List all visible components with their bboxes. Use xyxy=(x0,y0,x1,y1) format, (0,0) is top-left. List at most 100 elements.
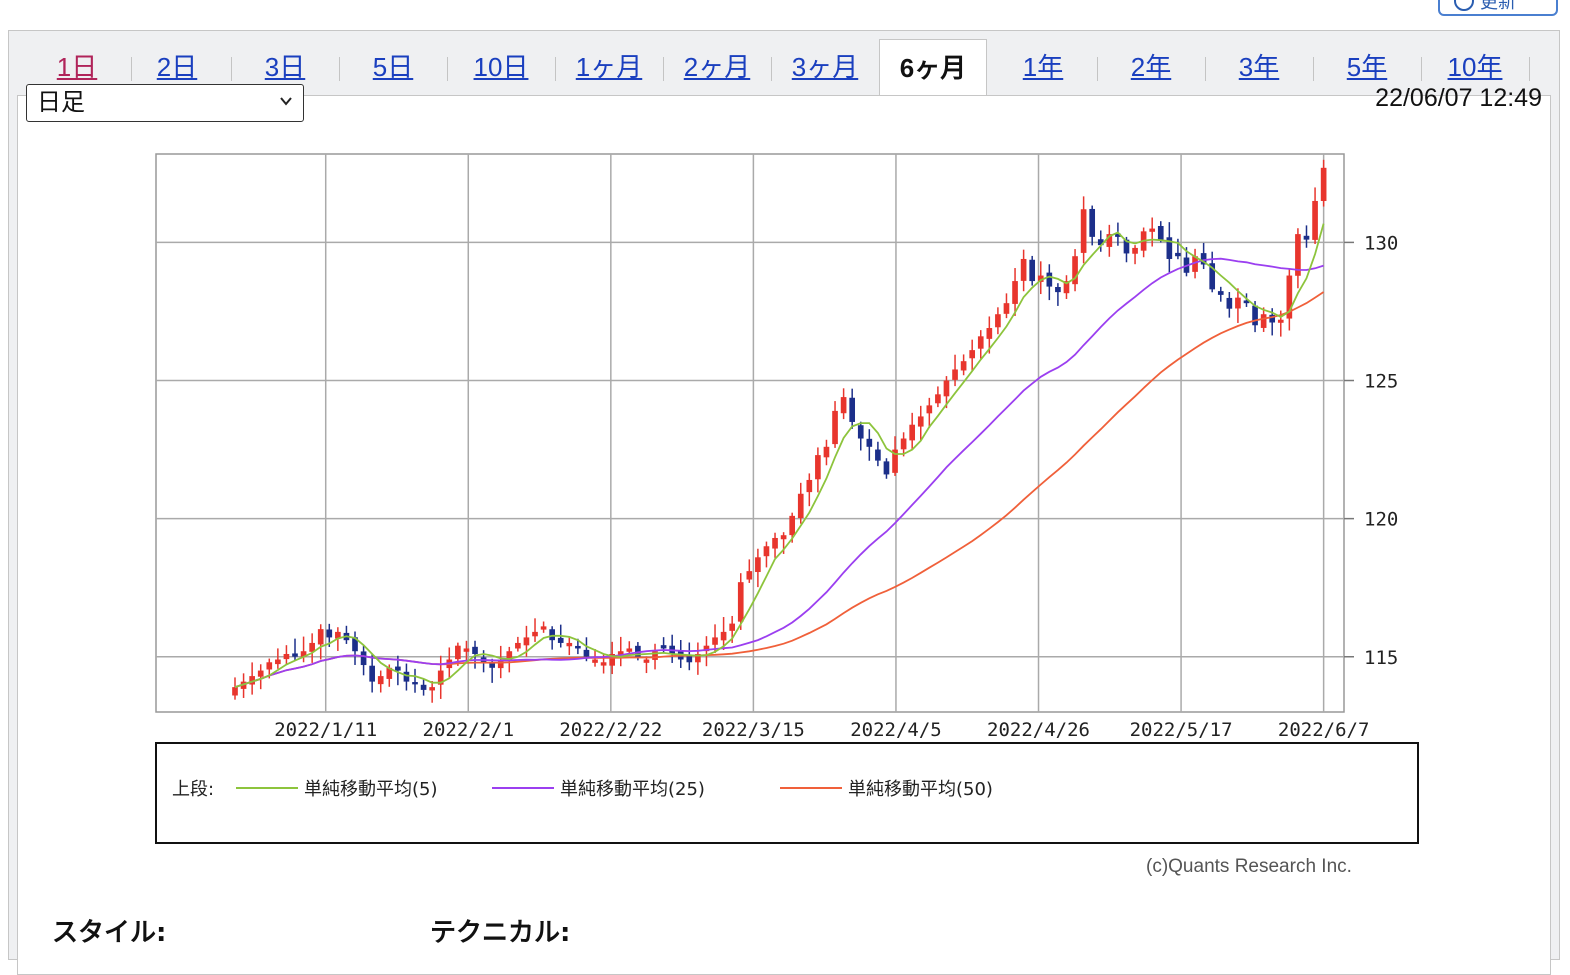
legend-item: 単純移動平均(25) xyxy=(560,779,705,800)
candle-body xyxy=(1149,228,1156,232)
candle-body xyxy=(1260,314,1267,328)
x-tick-label: 2022/4/5 xyxy=(850,719,942,741)
period-tabs: 1日 2日 3日 5日 10日 1ヶ月 2ヶ月 3ヶ月 6ヶ月 1年 2年 3年 5年 10年 xyxy=(9,39,1559,97)
x-tick-label: 2022/3/15 xyxy=(702,719,805,741)
y-tick-label: 130 xyxy=(1364,232,1398,254)
candle-body xyxy=(1217,291,1224,295)
candle xyxy=(995,307,1001,335)
candle-body xyxy=(952,369,958,380)
tab-2年[interactable]: 2年 xyxy=(1130,52,1172,82)
candle-body xyxy=(377,676,384,685)
candle xyxy=(515,636,521,652)
candle xyxy=(1243,293,1250,307)
candle-body xyxy=(917,416,924,427)
candle xyxy=(1055,283,1061,306)
candle-body xyxy=(232,687,238,696)
candle-body xyxy=(969,350,976,359)
tab-3年[interactable]: 3年 xyxy=(1238,52,1280,82)
candle-body xyxy=(463,648,470,652)
candle xyxy=(403,663,410,691)
candle-body xyxy=(420,684,427,690)
candle-body xyxy=(892,449,898,473)
candle-body xyxy=(566,642,573,647)
candle xyxy=(1149,217,1156,247)
candle-body xyxy=(789,515,796,536)
candle-body xyxy=(1243,300,1250,304)
candle-body xyxy=(720,631,727,641)
candle-body xyxy=(806,479,813,493)
tab-separator xyxy=(663,57,664,81)
candle-body xyxy=(737,582,744,622)
refresh-button[interactable]: 更新 xyxy=(1438,0,1558,16)
tab-1ヶ月[interactable]: 1ヶ月 xyxy=(575,52,643,82)
candle-body xyxy=(815,455,821,480)
copyright: (c)Quants Research Inc. xyxy=(1146,856,1352,877)
candle xyxy=(1132,245,1138,265)
technical-label: テクニカル: xyxy=(430,918,571,948)
candle xyxy=(437,655,444,699)
tab-1日[interactable]: 1日 xyxy=(56,52,98,82)
candle xyxy=(952,354,958,387)
candle-body xyxy=(600,662,607,666)
candle-body xyxy=(909,424,916,441)
candle-body xyxy=(1175,252,1181,257)
candle-body xyxy=(660,645,667,649)
candle-body xyxy=(712,637,718,645)
candle xyxy=(960,354,967,376)
candle-body xyxy=(1106,234,1113,247)
tab-6ヶ月[interactable]: 6ヶ月 xyxy=(879,39,987,97)
candle-body xyxy=(1072,256,1078,285)
candle xyxy=(420,678,427,696)
candle xyxy=(849,388,856,429)
candle-body xyxy=(1123,239,1130,254)
candle xyxy=(1295,228,1301,289)
tab-2ヶ月[interactable]: 2ヶ月 xyxy=(683,52,751,82)
candle-body xyxy=(746,571,753,580)
tab-10年[interactable]: 10年 xyxy=(1447,52,1503,82)
candle-body xyxy=(703,645,710,652)
moving-averages xyxy=(234,223,1325,688)
candle xyxy=(1072,249,1078,292)
candle xyxy=(1029,255,1036,286)
candle xyxy=(977,330,984,359)
sma5-line xyxy=(234,223,1325,688)
candle-body xyxy=(823,446,830,458)
y-tick-label: 120 xyxy=(1364,509,1398,531)
candle xyxy=(549,626,555,650)
candle-body xyxy=(1046,272,1053,287)
candle xyxy=(1192,248,1198,279)
candle-body xyxy=(292,653,298,657)
candle xyxy=(643,656,650,674)
tab-3ヶ月[interactable]: 3ヶ月 xyxy=(791,52,859,82)
candle xyxy=(412,668,418,693)
x-tick-label: 2022/1/11 xyxy=(274,719,377,741)
candle xyxy=(746,559,753,583)
candle-body xyxy=(935,394,941,404)
candle-body xyxy=(352,637,358,652)
candle-body xyxy=(1020,258,1027,281)
candle xyxy=(763,541,770,568)
candle-body xyxy=(437,670,444,685)
tab-5日[interactable]: 5日 xyxy=(372,52,414,82)
candle xyxy=(695,642,701,675)
candle xyxy=(1286,268,1293,331)
candle xyxy=(429,681,435,703)
candle-body xyxy=(592,659,598,663)
candle-body xyxy=(326,629,333,638)
tab-1年[interactable]: 1年 xyxy=(1022,52,1064,82)
candle xyxy=(617,636,624,667)
period-select[interactable]: 日足 xyxy=(26,84,304,122)
candle-body xyxy=(557,637,564,643)
tab-separator xyxy=(231,57,232,81)
candle-body xyxy=(1320,167,1327,201)
candle-body xyxy=(643,659,650,663)
tab-3日[interactable]: 3日 xyxy=(264,52,306,82)
tab-10日[interactable]: 10日 xyxy=(473,52,529,82)
tab-2日[interactable]: 2日 xyxy=(156,52,198,82)
tab-5年[interactable]: 5年 xyxy=(1346,52,1388,82)
candle-body xyxy=(849,397,856,422)
candle xyxy=(1235,288,1241,323)
candle xyxy=(283,645,290,665)
candle xyxy=(1226,291,1233,318)
candle-body xyxy=(497,659,504,669)
